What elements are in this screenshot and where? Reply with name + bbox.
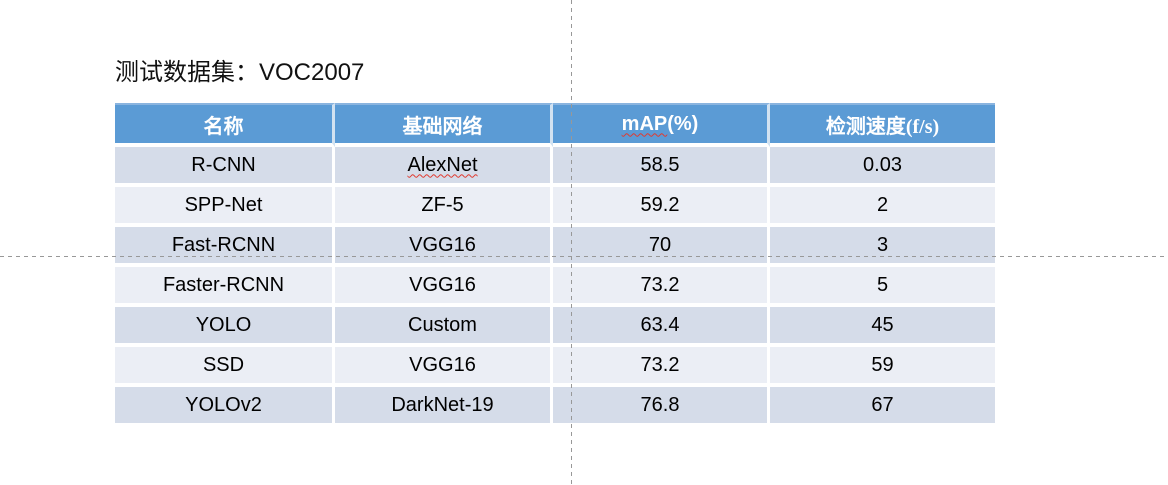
slide-title[interactable]: 测试数据集：VOC2007 xyxy=(115,57,364,89)
slide-title-dataset: VOC2007 xyxy=(259,59,365,86)
cell-network[interactable]: ZF-5 xyxy=(335,187,553,227)
table-row-yolo: YOLO Custom 63.4 45 xyxy=(115,307,995,347)
cell-network-text: AlexNet xyxy=(407,153,478,176)
cell-network[interactable]: VGG16 xyxy=(335,227,553,267)
cell-network[interactable]: VGG16 xyxy=(335,267,553,307)
cell-speed[interactable]: 2 xyxy=(770,187,995,227)
table-row-yolov2: YOLOv2 DarkNet-19 76.8 67 xyxy=(115,387,995,423)
cell-map[interactable]: 58.5 xyxy=(553,147,770,187)
cell-name[interactable]: R-CNN xyxy=(115,147,335,187)
cell-speed[interactable]: 45 xyxy=(770,307,995,347)
column-header-network[interactable]: 基础网络 xyxy=(335,103,553,147)
table-row-ssd: SSD VGG16 73.2 59 xyxy=(115,347,995,387)
cell-speed[interactable]: 3 xyxy=(770,227,995,267)
column-header-network-label: 基础网络 xyxy=(402,115,483,138)
cell-name[interactable]: YOLO xyxy=(115,307,335,347)
cell-speed[interactable]: 0.03 xyxy=(770,147,995,187)
cell-map[interactable]: 70 xyxy=(553,227,770,267)
cell-speed[interactable]: 59 xyxy=(770,347,995,387)
cell-speed[interactable]: 67 xyxy=(770,387,995,423)
column-header-speed[interactable]: 检测速度(f/s) xyxy=(770,103,995,147)
cell-map[interactable]: 73.2 xyxy=(553,347,770,387)
slide-title-prefix: 测试数据集： xyxy=(115,60,259,86)
cell-name[interactable]: Fast-RCNN xyxy=(115,227,335,267)
cell-network[interactable]: AlexNet xyxy=(335,147,553,187)
column-header-name[interactable]: 名称 xyxy=(115,103,335,147)
cell-network[interactable]: VGG16 xyxy=(335,347,553,387)
cell-map[interactable]: 76.8 xyxy=(553,387,770,423)
cell-speed[interactable]: 5 xyxy=(770,267,995,307)
cell-map[interactable]: 63.4 xyxy=(553,307,770,347)
column-header-map-label: mAP xyxy=(621,112,668,135)
cell-map[interactable]: 73.2 xyxy=(553,267,770,307)
table-row-sppnet: SPP-Net ZF-5 59.2 2 xyxy=(115,187,995,227)
cell-name[interactable]: SSD xyxy=(115,347,335,387)
table-header-row: 名称 基础网络 mAP(%) 检测速度(f/s) xyxy=(115,103,995,147)
cell-network[interactable]: Custom xyxy=(335,307,553,347)
horizontal-guide-line[interactable] xyxy=(0,256,1168,257)
table-row-rcnn: R-CNN AlexNet 58.5 0.03 xyxy=(115,147,995,187)
cell-name[interactable]: YOLOv2 xyxy=(115,387,335,423)
model-comparison-table: 名称 基础网络 mAP(%) 检测速度(f/s) R-CNN AlexNet 5… xyxy=(115,103,995,423)
vertical-guide-line[interactable] xyxy=(571,0,572,485)
table-row-fastrcnn: Fast-RCNN VGG16 70 3 xyxy=(115,227,995,267)
column-header-speed-label: 检测速度(f/s) xyxy=(825,115,940,138)
column-header-name-label: 名称 xyxy=(203,115,244,138)
cell-name[interactable]: Faster-RCNN xyxy=(115,267,335,307)
cell-map[interactable]: 59.2 xyxy=(553,187,770,227)
cell-network[interactable]: DarkNet-19 xyxy=(335,387,553,423)
column-header-map-unit: (%) xyxy=(667,112,699,135)
column-header-map[interactable]: mAP(%) xyxy=(553,103,770,147)
table-row-fasterrcnn: Faster-RCNN VGG16 73.2 5 xyxy=(115,267,995,307)
cell-name[interactable]: SPP-Net xyxy=(115,187,335,227)
